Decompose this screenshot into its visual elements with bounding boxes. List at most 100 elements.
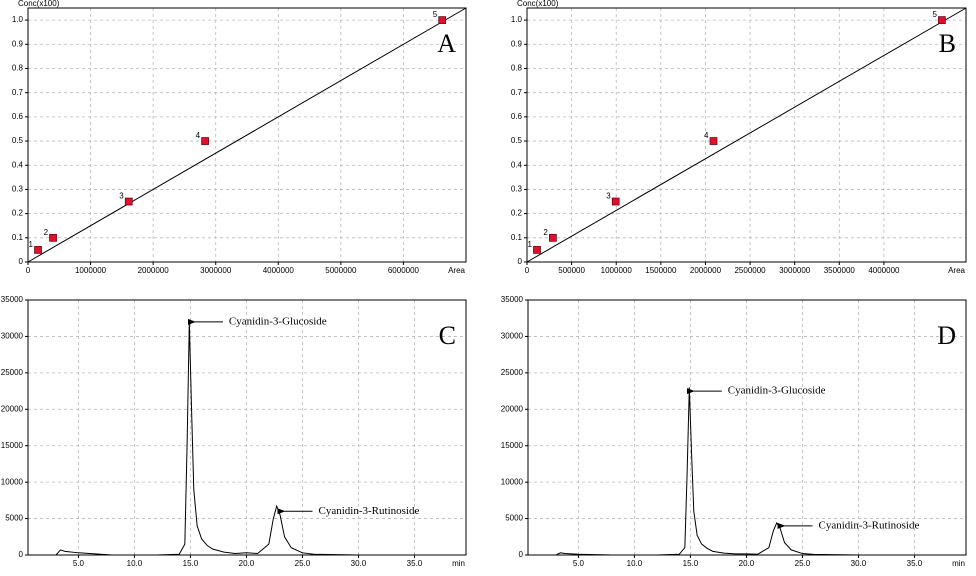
y-tick-label: 0.8	[12, 64, 24, 73]
plot-frame	[527, 299, 967, 556]
x-axis-label: min	[952, 559, 965, 568]
panel-letter: D	[937, 321, 956, 350]
y-tick-label: 0.7	[12, 88, 24, 97]
x-tick-label: 15.0	[683, 559, 699, 568]
x-tick-label: 5000000	[325, 266, 357, 275]
y-tick-label: 30000	[1, 332, 24, 341]
x-tick-label: 20.0	[239, 559, 255, 568]
y-tick-label: 0	[19, 257, 24, 266]
calibration-point	[124, 197, 133, 206]
x-tick-label: 2000000	[138, 266, 170, 275]
x-tick-label: 30.0	[851, 559, 867, 568]
point-label: 5	[433, 10, 438, 19]
plot-frame	[526, 7, 967, 263]
calibration-point	[709, 137, 718, 145]
x-tick-label: 3000000	[200, 266, 232, 275]
x-tick-label: 2000000	[690, 266, 722, 275]
x-axis-label: Area	[448, 266, 465, 275]
y-tick-label: 0.6	[12, 112, 24, 121]
y-tick-label: 0.4	[12, 160, 24, 169]
x-tick-label: 2500000	[734, 266, 766, 275]
point-label: 3	[119, 192, 124, 201]
x-tick-label: 20.0	[739, 559, 755, 568]
annotation-text: Cyanidin-3-Glucoside	[728, 385, 826, 397]
y-tick-label: 0.8	[511, 64, 523, 73]
y-tick-label: 25000	[501, 368, 524, 377]
x-tick-label: 6000000	[388, 266, 420, 275]
x-tick-label: 1000000	[75, 266, 107, 275]
plot-frame	[27, 299, 467, 556]
x-tick-label: 4000000	[868, 266, 900, 275]
y-tick-label: 35000	[1, 295, 24, 304]
calibration-point	[201, 137, 209, 145]
point-label: 1	[528, 240, 533, 249]
point-label: 2	[44, 228, 49, 237]
y-tick-label: 1.0	[12, 15, 24, 24]
y-tick-label: 0	[519, 550, 524, 559]
point-label: 1	[29, 240, 34, 249]
x-tick-label: 25.0	[295, 559, 311, 568]
y-tick-label: 0.2	[511, 209, 523, 218]
y-axis-label: Conc(x100)	[517, 0, 559, 8]
calibration-point	[549, 233, 557, 242]
x-tick-label: 30.0	[351, 559, 367, 568]
x-tick-label: 500000	[558, 266, 585, 275]
y-tick-label: 30000	[501, 332, 524, 341]
y-tick-label: 5000	[5, 514, 23, 523]
y-tick-label: 35000	[501, 295, 524, 304]
x-tick-label: 0	[525, 266, 530, 275]
x-axis-label: min	[452, 559, 465, 568]
point-label: 3	[606, 192, 611, 201]
y-tick-label: 0.5	[511, 136, 523, 145]
y-axis-label: Conc(x100)	[18, 0, 60, 8]
x-tick-label: 4000000	[263, 266, 295, 275]
calibration-point	[34, 246, 42, 254]
annotation-text: Cyanidin-3-Rutinoside	[319, 505, 420, 517]
fit-line	[27, 7, 467, 263]
point-label: 2	[543, 228, 548, 237]
y-tick-label: 5000	[505, 514, 523, 523]
x-tick-label: 3000000	[779, 266, 811, 275]
x-tick-label: 1500000	[645, 266, 677, 275]
panel-letter: A	[437, 29, 456, 58]
chromatogram-trace	[28, 321, 466, 556]
y-tick-label: 0.9	[12, 39, 24, 48]
x-tick-label: 15.0	[183, 559, 199, 568]
x-tick-label: 10.0	[627, 559, 643, 568]
y-tick-label: 15000	[501, 441, 524, 450]
x-tick-label: 25.0	[795, 559, 811, 568]
panel-letter: B	[939, 29, 956, 58]
calibration-point	[938, 16, 946, 24]
x-tick-label: 35.0	[907, 559, 923, 568]
x-tick-label: 3500000	[824, 266, 856, 275]
annotation-text: Cyanidin-3-Glucoside	[229, 315, 327, 327]
x-tick-label: 10.0	[127, 559, 143, 568]
calibration-point	[49, 233, 57, 242]
panel-letter: C	[439, 321, 456, 350]
annotation-text: Cyanidin-3-Rutinoside	[819, 519, 920, 531]
chromatogram-trace	[528, 387, 966, 556]
x-axis-label: Area	[948, 266, 965, 275]
y-tick-label: 0.6	[511, 112, 523, 121]
y-tick-label: 0.1	[511, 233, 523, 242]
y-tick-label: 10000	[501, 477, 524, 486]
y-tick-label: 0.7	[511, 88, 523, 97]
y-tick-label: 0.3	[511, 185, 523, 194]
point-label: 4	[704, 131, 709, 140]
y-tick-label: 0.3	[12, 185, 24, 194]
y-tick-label: 0.4	[511, 160, 523, 169]
y-tick-label: 0	[518, 257, 523, 266]
y-tick-label: 20000	[501, 404, 524, 413]
calibration-point	[533, 246, 541, 254]
y-tick-label: 0.5	[12, 136, 24, 145]
y-tick-label: 0.9	[511, 39, 523, 48]
y-tick-label: 20000	[1, 404, 24, 413]
calibration-point	[611, 197, 620, 206]
x-tick-label: 5.0	[573, 559, 585, 568]
y-tick-label: 25000	[1, 368, 24, 377]
y-tick-label: 0.2	[12, 209, 24, 218]
x-tick-label: 5.0	[73, 559, 85, 568]
x-tick-label: 35.0	[407, 559, 423, 568]
